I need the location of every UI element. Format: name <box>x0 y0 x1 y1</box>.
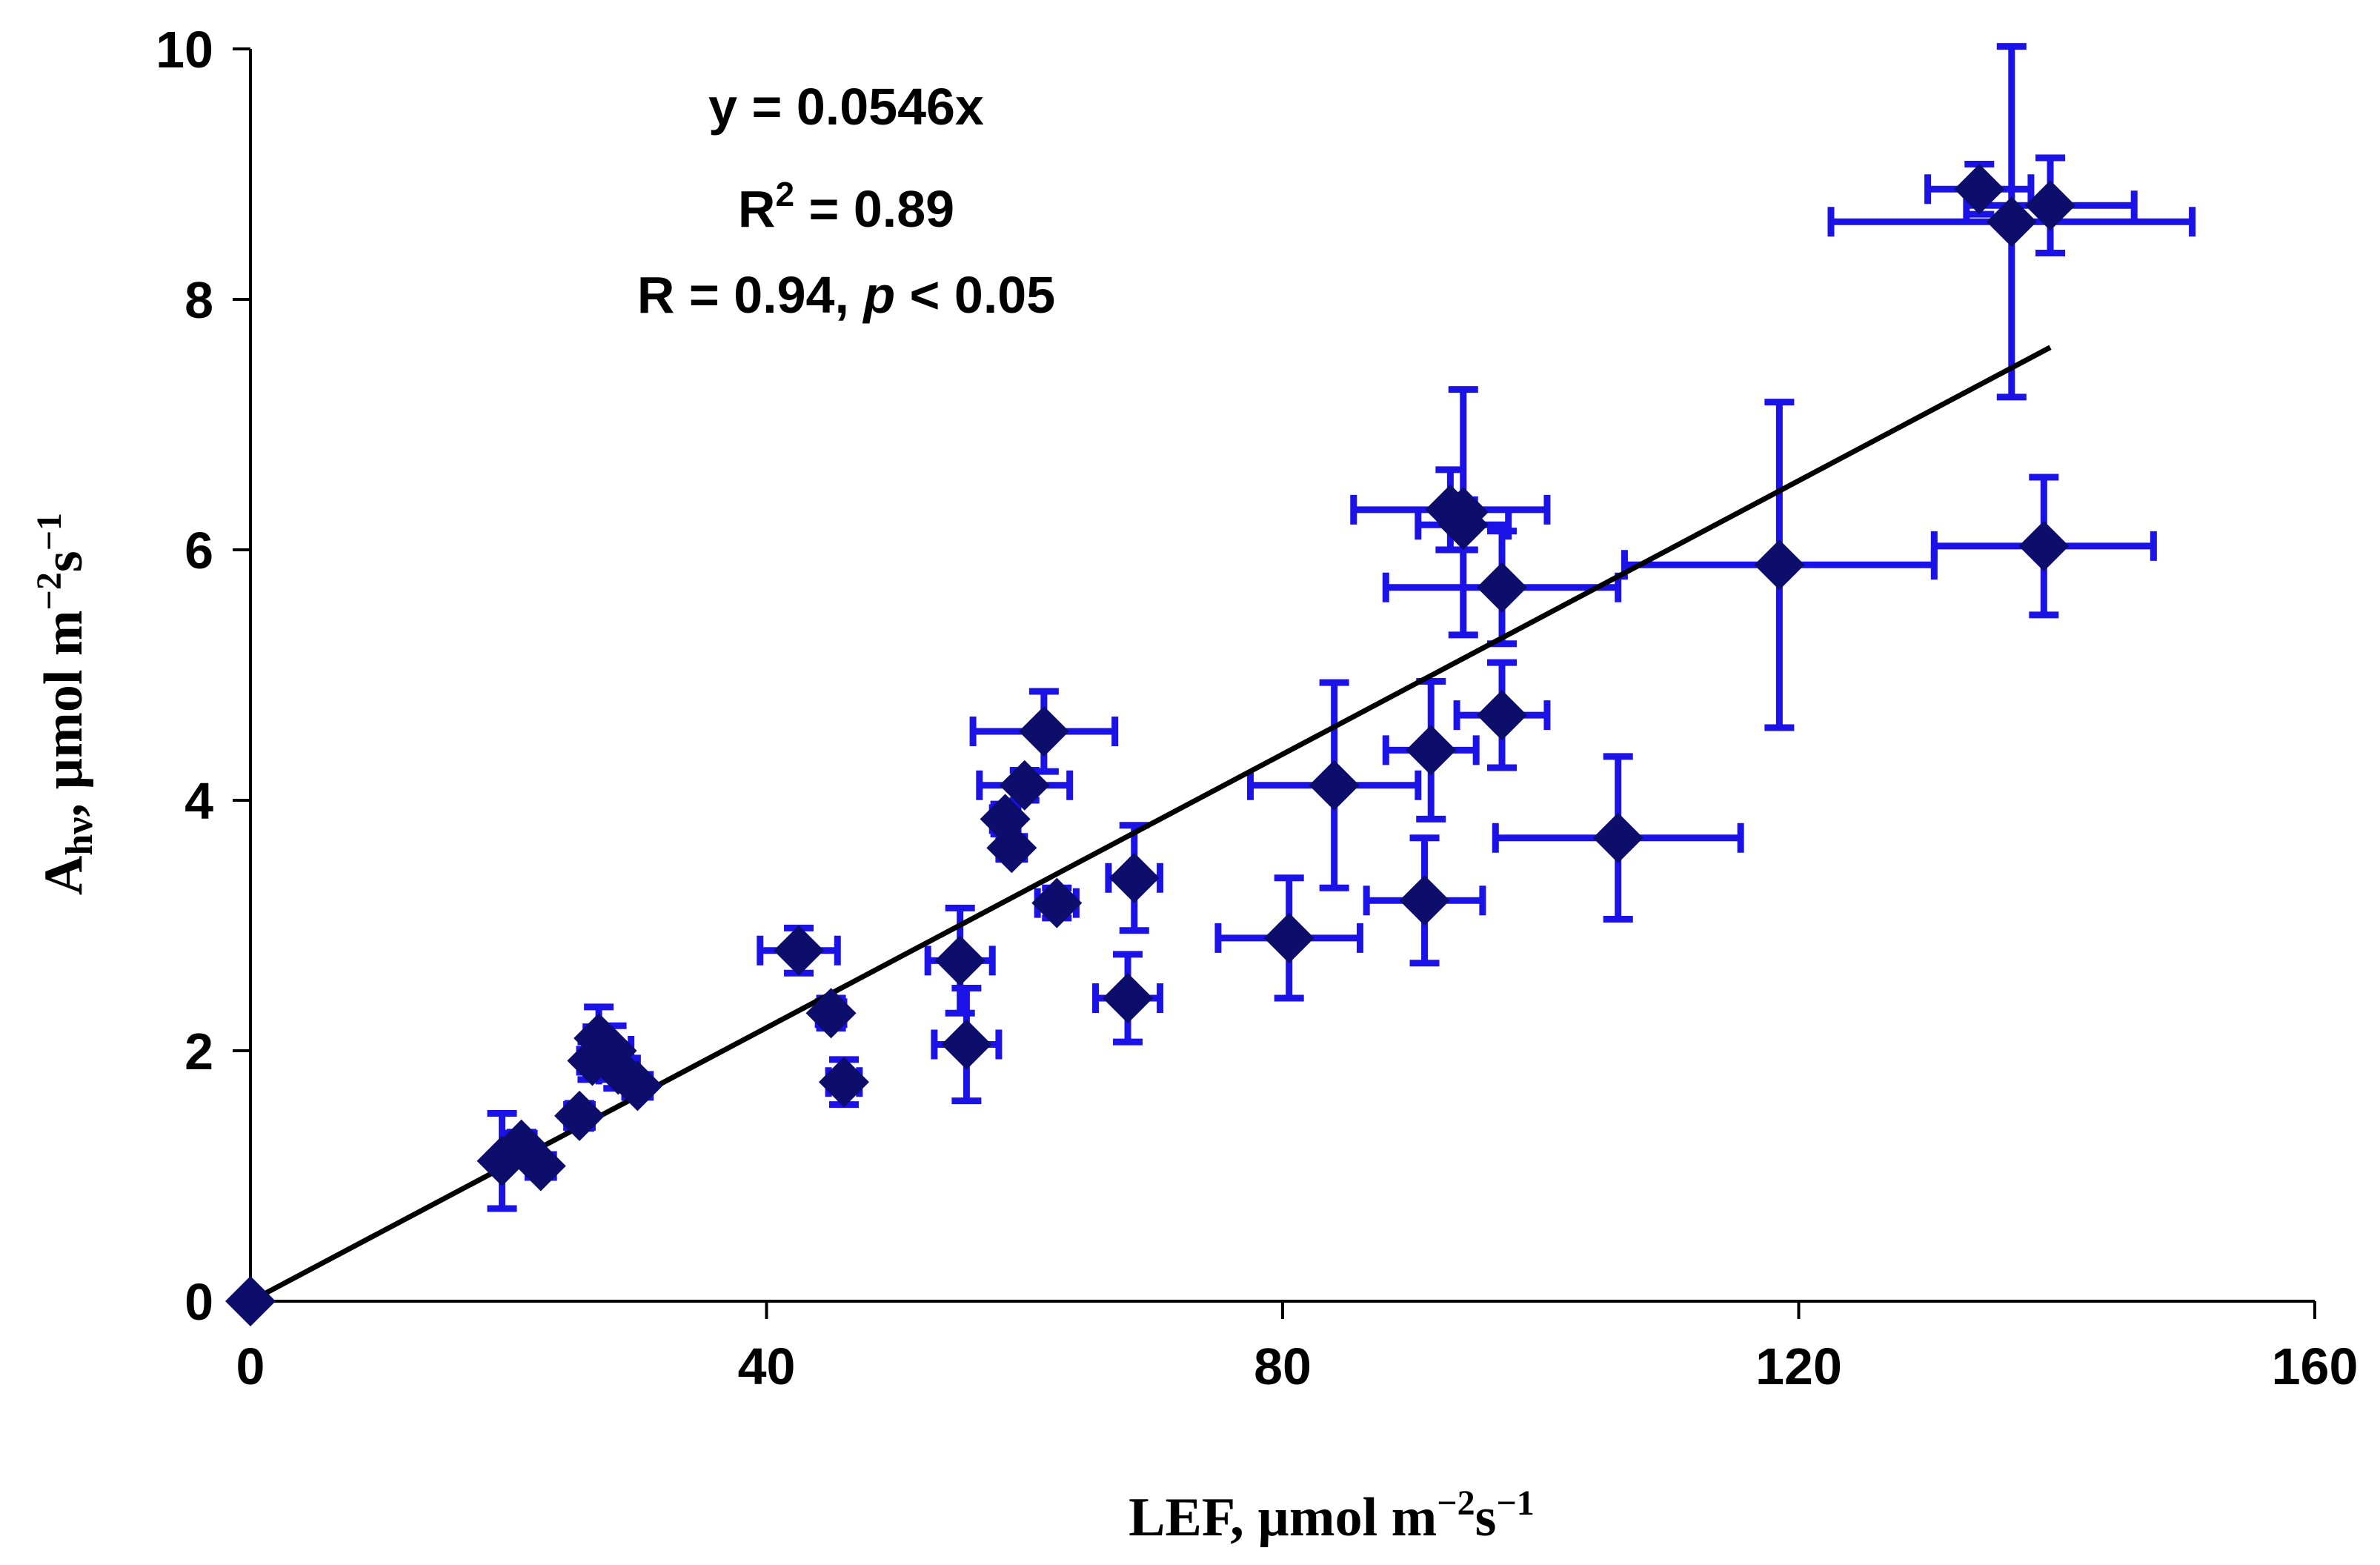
r-squared-value: = 0.89 <box>794 180 954 238</box>
r-squared-superscript: 2 <box>775 175 794 213</box>
y-axis-title-mid2: s <box>33 551 94 572</box>
y-tick-label: 6 <box>185 522 213 579</box>
data-point <box>774 925 825 976</box>
y-axis-title-prefix: A <box>33 856 94 895</box>
x-tick-label: 80 <box>1254 1338 1312 1395</box>
y-axis-title-sup1: −2 <box>30 572 69 610</box>
y-axis-title: Ahν, µmol m−2s−1 <box>30 513 101 895</box>
x-axis-title-sup1: −2 <box>1437 1483 1475 1523</box>
data-point <box>2025 180 2076 231</box>
data-point <box>1954 164 2005 215</box>
x-axis-title-prefix: LEF, µmol m <box>1128 1487 1437 1548</box>
equation-label: y = 0.0546x <box>708 78 984 136</box>
y-axis-title-mid: , µmol m <box>33 610 94 817</box>
data-point <box>1399 875 1450 926</box>
p-symbol: p <box>862 266 895 324</box>
x-axis-title: LEF, µmol m−2s−1 <box>1128 1483 1535 1548</box>
data-point <box>2018 520 2070 571</box>
y-tick-label: 8 <box>185 271 213 329</box>
x-axis-title-sup2: −1 <box>1496 1483 1534 1523</box>
data-point <box>1754 539 1805 591</box>
data-point <box>1477 690 1528 741</box>
x-tick-label: 120 <box>1755 1338 1842 1395</box>
y-tick-label: 4 <box>185 772 213 830</box>
data-point <box>515 1140 566 1192</box>
data-point <box>1309 760 1360 811</box>
data-point <box>1477 562 1528 613</box>
data-point <box>1406 725 1457 776</box>
correlation-label: R = 0.94, p < 0.05 <box>637 266 1055 324</box>
data-point <box>805 988 857 1039</box>
x-axis-title-mid: s <box>1475 1487 1497 1548</box>
trendline <box>249 345 2052 1304</box>
x-tick-label: 0 <box>236 1338 265 1395</box>
data-point <box>1986 196 2037 247</box>
data-point <box>1103 973 1154 1024</box>
r-squared-label: R2 = 0.89 <box>738 175 954 238</box>
data-point <box>986 823 1037 874</box>
data-point <box>1263 912 1314 963</box>
data-point <box>818 1057 869 1108</box>
data-point <box>999 760 1050 811</box>
data-point <box>1437 487 1489 538</box>
data-point <box>1018 706 1069 757</box>
correlation-suffix: < 0.05 <box>895 266 1055 324</box>
y-axis-title-sub: hν <box>59 817 101 855</box>
correlation-prefix: R = 0.94, <box>637 266 863 324</box>
data-point <box>1031 877 1083 928</box>
x-tick-label: 40 <box>738 1338 796 1395</box>
data-point <box>612 1060 663 1112</box>
y-axis-title-sup2: −1 <box>30 513 69 551</box>
data-point <box>1592 812 1643 863</box>
data-point <box>1108 852 1160 903</box>
y-tick-label: 0 <box>185 1273 213 1331</box>
y-tick-label: 2 <box>185 1023 213 1080</box>
y-axis-title-group: Ahν, µmol m−2s−1 <box>30 513 101 895</box>
data-point <box>225 1276 276 1326</box>
plot-area: 0 40 80 120 160 0 2 4 6 8 10 <box>156 21 2358 1395</box>
data-point <box>934 935 985 986</box>
r-squared-prefix: R <box>738 180 776 238</box>
x-tick-label: 160 <box>2272 1338 2359 1395</box>
data-point <box>941 1019 992 1070</box>
data-point <box>554 1090 605 1141</box>
y-tick-label: 10 <box>156 21 213 79</box>
